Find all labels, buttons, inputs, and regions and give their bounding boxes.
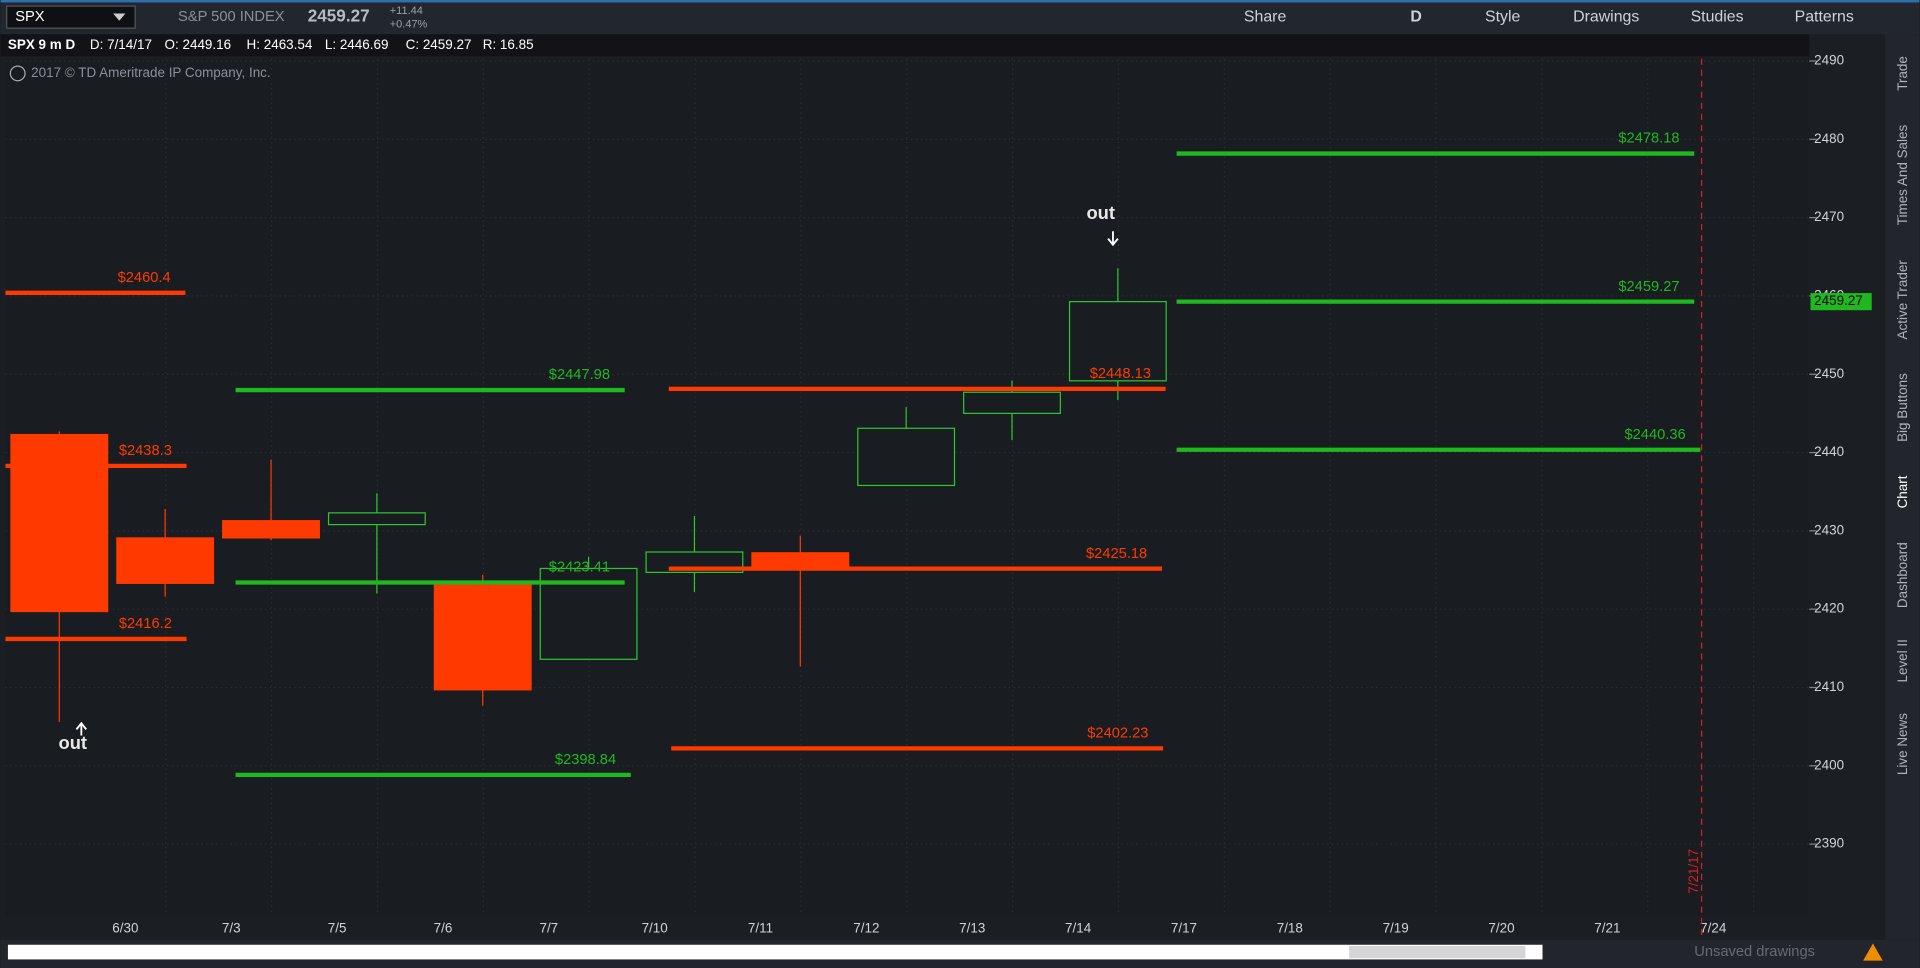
scrollbar-thumb[interactable] bbox=[1349, 945, 1526, 959]
change-pct: +0.47% bbox=[390, 18, 428, 30]
info-field: D: 7/14/17 bbox=[90, 37, 152, 52]
y-tick-label: 2420 bbox=[1814, 601, 1844, 616]
level-label: $2440.36 bbox=[1624, 427, 1685, 443]
x-tick-label: 7/13 bbox=[959, 920, 985, 935]
info-icon[interactable] bbox=[9, 65, 26, 82]
symbol-box[interactable] bbox=[6, 5, 136, 29]
x-tick-label: 7/21 bbox=[1594, 920, 1620, 935]
candle-body bbox=[1068, 301, 1167, 382]
level-label: $2459.27 bbox=[1618, 279, 1679, 295]
annotation-arrow bbox=[75, 721, 87, 736]
price-tag-label: 2459.27 bbox=[1814, 293, 1863, 308]
level-label: $2402.23 bbox=[1087, 726, 1148, 742]
toolbar-button[interactable]: Studies bbox=[1691, 8, 1744, 25]
x-tick-label: 7/17 bbox=[1171, 920, 1197, 935]
toolbar-button[interactable]: Share bbox=[1244, 8, 1287, 25]
candle-body bbox=[10, 433, 109, 613]
info-field: SPX 9 m D bbox=[8, 37, 76, 52]
candle-body bbox=[751, 552, 850, 569]
info-field: C: 2459.27 bbox=[406, 37, 472, 52]
y-tick-label: 2390 bbox=[1814, 836, 1844, 851]
x-tick-label: 7/11 bbox=[748, 920, 773, 935]
toolbar-button[interactable]: Style bbox=[1485, 8, 1520, 25]
y-tick-label: 2470 bbox=[1814, 209, 1844, 224]
info-field: R: 16.85 bbox=[483, 37, 534, 52]
info-field: O: 2449.16 bbox=[165, 37, 232, 52]
x-tick-label: 7/7 bbox=[539, 920, 558, 935]
toolbar-button[interactable]: Patterns bbox=[1795, 8, 1854, 25]
side-tab[interactable]: Chart bbox=[1895, 475, 1910, 508]
y-tick-label: 2490 bbox=[1814, 53, 1844, 68]
x-tick-label: 7/20 bbox=[1488, 920, 1514, 935]
level-label: $2423.41 bbox=[549, 560, 610, 576]
warning-icon[interactable] bbox=[1863, 943, 1883, 961]
candle-body bbox=[963, 391, 1061, 415]
x-tick-label: 7/6 bbox=[434, 920, 453, 935]
toolbar-button[interactable]: D bbox=[1410, 8, 1421, 25]
side-tab[interactable]: Big Buttons bbox=[1895, 373, 1910, 442]
candle-body bbox=[327, 512, 426, 526]
info-field: H: 2463.54 bbox=[247, 37, 313, 52]
candle-body bbox=[116, 537, 215, 584]
candle-body bbox=[857, 427, 956, 487]
toolbar-border bbox=[0, 0, 1920, 3]
y-tick-label: 2410 bbox=[1814, 679, 1844, 694]
annotation: out bbox=[59, 732, 88, 753]
candle-body bbox=[433, 584, 532, 691]
toolbar bbox=[0, 0, 1920, 35]
side-tab[interactable]: Active Trader bbox=[1895, 260, 1910, 340]
x-tick-label: 7/24 bbox=[1700, 920, 1727, 935]
x-tick-label: 7/19 bbox=[1383, 920, 1409, 935]
level-label: $2425.18 bbox=[1086, 546, 1147, 562]
x-tick-label: 7/12 bbox=[853, 920, 879, 935]
change: +11.44 bbox=[390, 5, 423, 17]
y-tick-label: 2430 bbox=[1814, 522, 1844, 537]
level-label: $2478.18 bbox=[1618, 131, 1679, 147]
side-tab[interactable]: Times And Sales bbox=[1895, 125, 1910, 226]
side-tab[interactable]: Level II bbox=[1895, 639, 1910, 682]
level-label: $2448.13 bbox=[1090, 366, 1151, 382]
info-field: L: 2446.69 bbox=[325, 37, 389, 52]
x-tick-label: 7/5 bbox=[328, 920, 347, 935]
status: Unsaved drawings bbox=[1694, 944, 1815, 960]
price-tag bbox=[1810, 293, 1872, 311]
x-tick-label: 7/10 bbox=[642, 920, 668, 935]
level-label: $2447.98 bbox=[549, 367, 610, 383]
x-tick-label: 7/3 bbox=[222, 920, 241, 935]
side-panel bbox=[1885, 34, 1920, 940]
annotation-arrow bbox=[1107, 231, 1119, 247]
dropdown-arrow[interactable] bbox=[113, 13, 126, 21]
symbol: SPX bbox=[15, 9, 45, 25]
x-tick-label: 7/18 bbox=[1277, 920, 1303, 935]
side-tab[interactable]: Live News bbox=[1895, 713, 1910, 775]
info-bar bbox=[0, 34, 1810, 57]
side-tab[interactable]: Dashboard bbox=[1895, 542, 1910, 608]
scrollbar-track[interactable] bbox=[7, 944, 1543, 960]
last-price: 2459.27 bbox=[308, 6, 370, 26]
x-tick-label: 6/30 bbox=[112, 920, 138, 935]
side-tab[interactable]: Trade bbox=[1895, 56, 1910, 91]
x-tick-label: 7/14 bbox=[1065, 920, 1092, 935]
y-tick-label: 2440 bbox=[1814, 444, 1844, 459]
y-tick-label: 2480 bbox=[1814, 131, 1844, 146]
level-label: $2398.84 bbox=[555, 752, 616, 768]
y-tick-label: 2400 bbox=[1814, 757, 1844, 772]
level-label: $2438.3 bbox=[119, 443, 172, 459]
y-tick-label: 2450 bbox=[1814, 366, 1844, 381]
description: S&P 500 INDEX bbox=[178, 9, 285, 25]
level-label: $2460.4 bbox=[118, 270, 171, 286]
copyright: 2017 © TD Ameritrade IP Company, Inc. bbox=[31, 65, 270, 80]
annotation: out bbox=[1086, 202, 1115, 223]
expiry-label: 7/21/17 bbox=[1686, 849, 1701, 894]
level-label: $2416.2 bbox=[119, 616, 172, 632]
toolbar-button[interactable]: Drawings bbox=[1573, 8, 1639, 25]
candle-body bbox=[222, 520, 320, 539]
